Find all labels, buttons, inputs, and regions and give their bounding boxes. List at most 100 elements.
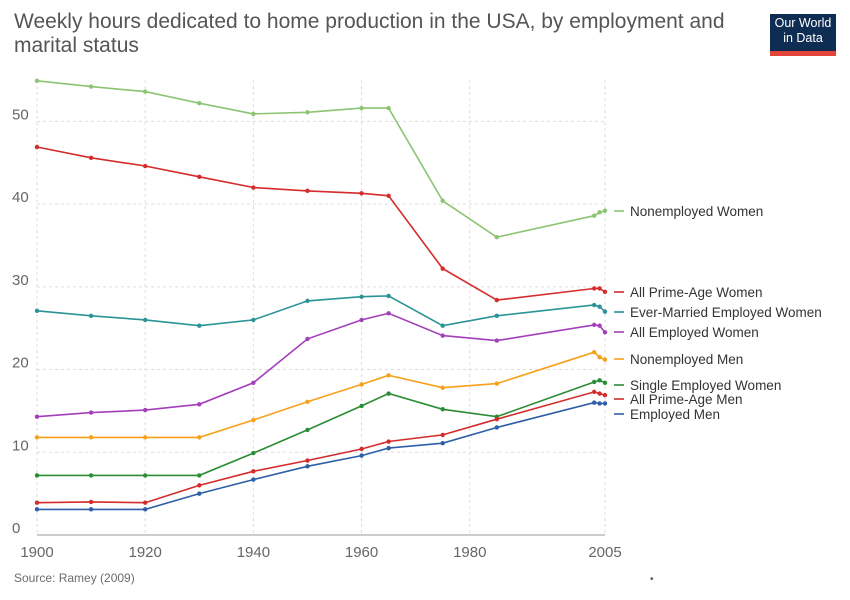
data-point: [197, 323, 202, 328]
data-point: [88, 499, 94, 505]
data-point: [142, 163, 148, 169]
data-point: [34, 500, 40, 505]
source-note[interactable]: Source: Ramey (2009): [14, 571, 135, 585]
series-line: [37, 379, 606, 477]
data-point: [494, 313, 500, 318]
data-point: [591, 286, 597, 291]
data-point: [591, 389, 597, 395]
data-point: [597, 323, 602, 328]
data-point: [34, 308, 40, 314]
data-point: [197, 473, 202, 478]
series-label: Employed Men: [630, 407, 720, 422]
y-tick-label: 10: [12, 437, 29, 454]
data-point: [359, 294, 364, 299]
data-point: [142, 507, 148, 512]
data-point: [34, 507, 40, 512]
data-point: [142, 473, 148, 478]
data-point: [88, 84, 94, 89]
data-point: [386, 105, 391, 111]
series-label: All Employed Women: [630, 325, 759, 340]
gridlines: [36, 80, 606, 536]
data-point: [197, 174, 202, 179]
data-point: [305, 458, 310, 463]
data-point: [602, 289, 608, 294]
data-point: [359, 403, 364, 409]
data-point: [591, 322, 597, 328]
y-tick-label: 50: [12, 106, 29, 123]
data-point: [440, 333, 445, 338]
data-point: [34, 473, 40, 478]
data-point: [34, 435, 40, 440]
data-point: [597, 401, 602, 406]
data-point: [359, 453, 364, 458]
data-point: [251, 417, 256, 423]
data-point: [591, 302, 597, 308]
footer-mark: •: [650, 574, 654, 585]
series-single-employed-women: Single Employed Women: [34, 378, 781, 478]
series-line: [36, 295, 606, 327]
data-point: [494, 425, 500, 430]
data-point: [494, 338, 500, 343]
series-line: [36, 80, 606, 239]
data-point: [359, 317, 364, 323]
data-point: [440, 440, 445, 446]
data-point: [142, 89, 148, 94]
data-point: [359, 105, 364, 111]
data-point: [305, 110, 310, 115]
x-tick-label: 1920: [129, 544, 162, 561]
data-point: [597, 354, 602, 360]
data-point: [197, 435, 202, 440]
data-point: [494, 297, 500, 303]
data-point: [602, 330, 608, 335]
data-point: [602, 401, 608, 406]
series-line: [36, 146, 606, 301]
data-point: [251, 380, 256, 385]
y-tick-label: 40: [12, 189, 29, 206]
y-tick-label: 20: [12, 355, 29, 372]
series-line: [36, 312, 606, 418]
owid-logo[interactable]: Our World in Data: [770, 14, 836, 56]
data-point: [251, 469, 256, 474]
data-point: [251, 477, 256, 482]
data-point: [251, 111, 256, 117]
data-point: [602, 380, 608, 385]
x-tick-label: 2005: [588, 544, 621, 561]
data-point: [386, 193, 391, 199]
logo-bar: [770, 51, 836, 56]
data-point: [88, 155, 94, 160]
x-tick-label: 1940: [237, 544, 270, 561]
data-point: [142, 500, 148, 505]
chart-title: Weekly hours dedicated to home productio…: [14, 10, 725, 57]
series-label: Single Employed Women: [630, 378, 781, 393]
series-label: Ever-Married Employed Women: [630, 305, 822, 320]
data-point: [591, 400, 597, 405]
data-point: [197, 100, 202, 106]
data-point: [386, 293, 391, 299]
series-all-employed-women: All Employed Women: [34, 311, 759, 419]
data-point: [34, 78, 40, 84]
data-point: [494, 234, 500, 240]
series-label: All Prime-Age Women: [630, 285, 763, 300]
data-point: [591, 379, 597, 385]
x-tick-label: 1960: [345, 544, 378, 561]
x-tick-label: 1980: [453, 544, 486, 561]
data-point: [142, 407, 148, 413]
data-point: [142, 317, 148, 323]
y-tick-label: 30: [12, 272, 29, 289]
data-point: [602, 208, 608, 213]
series-line: [37, 401, 605, 511]
data-point: [359, 382, 364, 387]
data-point: [197, 402, 202, 407]
data-point: [602, 309, 608, 314]
data-point: [251, 450, 256, 456]
data-point: [305, 188, 310, 194]
data-point: [197, 483, 202, 488]
data-point: [359, 191, 364, 196]
data-point: [440, 432, 445, 438]
data-point: [142, 435, 148, 440]
logo-line-1: Our World: [774, 16, 832, 30]
data-point: [88, 473, 94, 478]
data-point: [494, 416, 500, 422]
data-point: [602, 357, 608, 362]
data-point: [440, 385, 445, 390]
